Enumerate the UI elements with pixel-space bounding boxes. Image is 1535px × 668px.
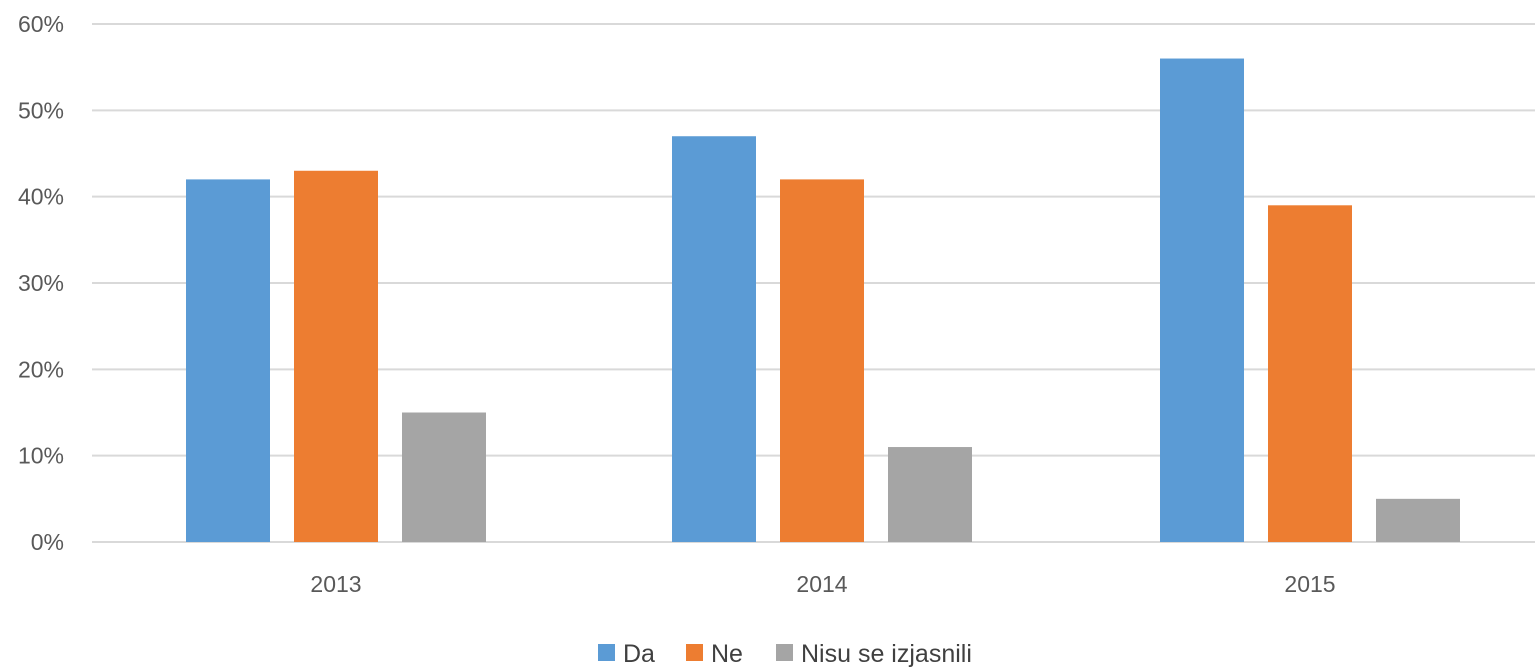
legend-label: Ne bbox=[711, 640, 743, 668]
y-tick-label: 60% bbox=[18, 11, 64, 37]
bar-da-2014 bbox=[672, 136, 756, 542]
y-tick-label: 0% bbox=[31, 529, 64, 555]
x-tick-label: 2015 bbox=[1284, 571, 1335, 597]
y-tick-label: 50% bbox=[18, 97, 64, 123]
bar-nisu-se-izjasnili-2015 bbox=[1376, 498, 1460, 542]
legend-swatch-nisu-se-izjasnili bbox=[776, 644, 793, 661]
bar-ne-2015 bbox=[1268, 205, 1352, 543]
legend-swatch-da bbox=[598, 644, 615, 661]
bar-da-2015 bbox=[1160, 58, 1244, 543]
x-axis: 2013 2014 2015 bbox=[310, 571, 1335, 597]
y-tick-label: 40% bbox=[18, 184, 64, 210]
y-axis: 0% 10% 20% 30% 40% 50% 60% bbox=[18, 11, 64, 555]
bar-nisu-se-izjasnili-2014 bbox=[888, 447, 972, 542]
y-tick-label: 20% bbox=[18, 356, 64, 382]
bar-nisu-se-izjasnili-2013 bbox=[402, 412, 486, 542]
legend-label: Nisu se izjasnili bbox=[801, 640, 972, 668]
bar-ne-2013 bbox=[294, 170, 378, 542]
y-tick-label: 30% bbox=[18, 270, 64, 296]
legend-label: Da bbox=[623, 640, 655, 668]
bars bbox=[186, 58, 1460, 543]
bar-ne-2014 bbox=[780, 179, 864, 542]
legend: Da Ne Nisu se izjasnili bbox=[598, 640, 972, 668]
x-tick-label: 2014 bbox=[796, 571, 847, 597]
x-tick-label: 2013 bbox=[310, 571, 361, 597]
y-tick-label: 10% bbox=[18, 443, 64, 469]
legend-swatch-ne bbox=[686, 644, 703, 661]
bar-da-2013 bbox=[186, 179, 270, 542]
